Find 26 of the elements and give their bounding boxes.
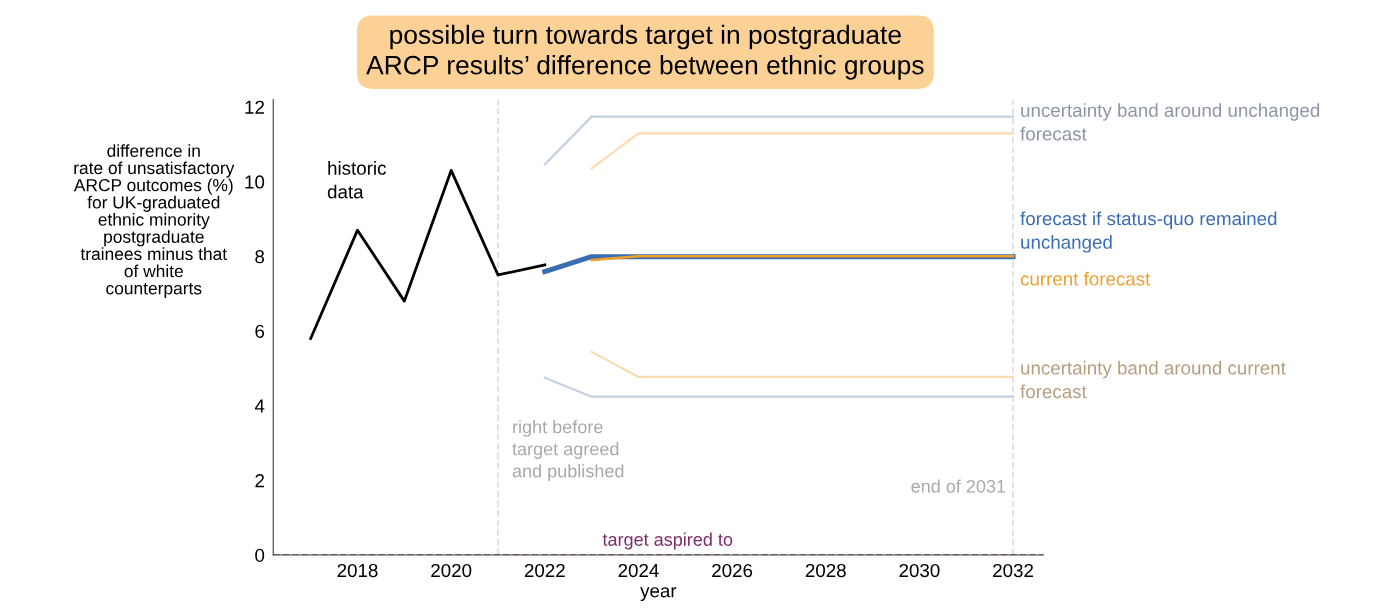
text: historic data (327, 161, 386, 199)
series-label: uncertainty band around current forecast (1020, 360, 1286, 399)
x-tick-label: 2028 (805, 563, 846, 578)
x-tick-label: 2032 (993, 563, 1033, 578)
x-tick-label: 2024 (618, 563, 659, 578)
x-axis-title: year (640, 587, 677, 602)
text: difference in rate of unsatisfactory ARCP outcomes (%) for UK-graduated ethnic minority postgraduate trainees minus that of white counterparts (73, 144, 235, 298)
y-tick-label: 2 (255, 474, 264, 488)
x-tick-label: 2026 (712, 563, 753, 578)
x-tick-label: 2030 (899, 563, 940, 578)
series-label: uncertainty band around unchanged forecast (1020, 103, 1320, 141)
y-tick-label: 12 (245, 100, 264, 114)
series-label: current forecast (1020, 271, 1151, 286)
y-tick-label: 8 (255, 250, 265, 264)
x-tick-label: 2018 (337, 563, 378, 578)
ref-line-label: end of 2031 (911, 479, 1006, 493)
x-tick-label: 2022 (524, 563, 565, 578)
ref-line-label: target aspired to (602, 532, 733, 550)
y-tick-label: 10 (245, 175, 265, 189)
series-label: forecast if status-quo remained unchanged (1020, 211, 1277, 253)
chart-title: possible turn towards target in postgraduate ARCP results’ difference between ethnic groups (366, 24, 924, 80)
y-tick-label: 0 (255, 548, 265, 563)
y-tick-label: 6 (255, 324, 265, 338)
y-tick-label: 4 (254, 399, 265, 413)
ref-line-label: right before target agreed and published (512, 420, 624, 481)
x-tick-label: 2020 (431, 563, 472, 578)
